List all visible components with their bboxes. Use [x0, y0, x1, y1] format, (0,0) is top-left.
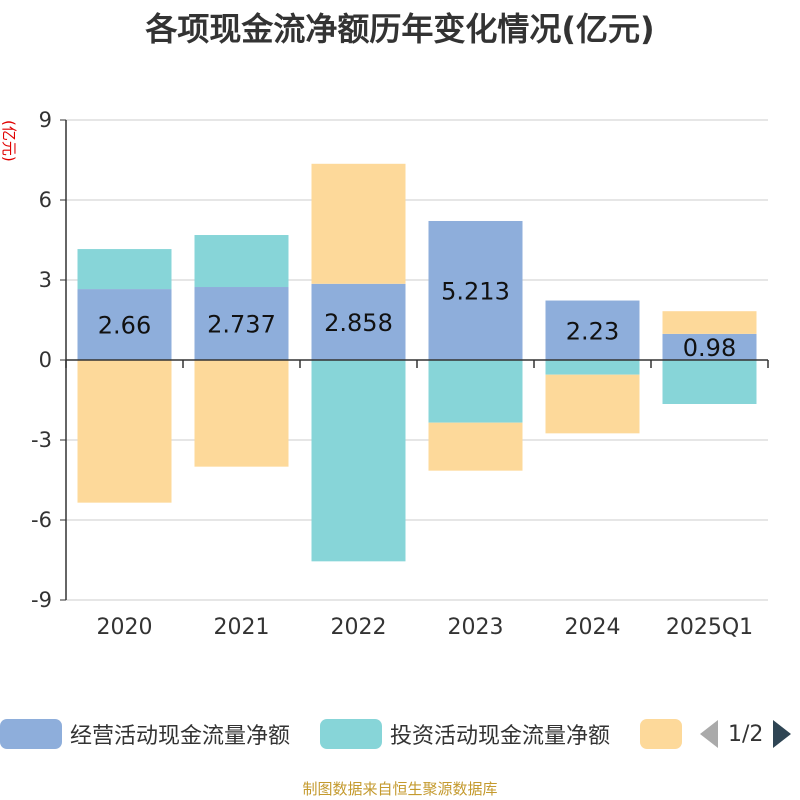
y-tick-label: 6	[39, 188, 52, 212]
bar-segment	[428, 220, 523, 360]
bar-segment	[77, 249, 172, 290]
bar-segment	[545, 374, 640, 434]
bar-segment	[194, 360, 289, 467]
data-label: 2.23	[566, 317, 619, 345]
y-tick-label: -3	[31, 428, 52, 452]
x-tick-label: 2024	[565, 615, 621, 640]
legend-swatch-investing	[320, 719, 382, 749]
bar-segment	[428, 360, 523, 423]
data-label: 0.98	[683, 334, 736, 362]
bar-segment	[194, 287, 289, 360]
x-tick-label: 2023	[448, 615, 504, 640]
data-label: 5.213	[441, 277, 510, 305]
y-tick-label: 9	[39, 108, 52, 132]
bar-segment	[545, 300, 640, 360]
legend-page-indicator: 1/2	[728, 721, 764, 747]
x-tick-label: 2025Q1	[666, 615, 753, 640]
y-axis-label: (亿元)	[0, 120, 18, 162]
legend-item-investing[interactable]: 投资活动现金流量净额	[320, 716, 610, 752]
data-label: 2.66	[98, 312, 151, 340]
legend-label-investing: 投资活动现金流量净额	[390, 724, 611, 749]
legend-swatch-third	[640, 719, 682, 749]
legend-item-third[interactable]	[640, 716, 682, 752]
bar-segment	[194, 235, 289, 288]
y-tick-label: 0	[39, 348, 52, 372]
bar-segment	[311, 283, 406, 360]
y-tick-label: 3	[39, 268, 52, 292]
legend: 经营活动现金流量净额 投资活动现金流量净额	[0, 716, 800, 752]
bar-segment	[311, 360, 406, 562]
legend-pager: 1/2	[700, 716, 792, 752]
bar-segment	[545, 360, 640, 375]
x-tick-label: 2021	[214, 615, 270, 640]
bars	[77, 163, 757, 562]
bar-segment	[311, 163, 406, 284]
bar-segment	[428, 422, 523, 471]
bar-segment	[662, 311, 757, 334]
y-tick-label: -6	[31, 508, 52, 532]
bar-segment	[662, 333, 757, 360]
legend-next-arrow-icon[interactable]	[773, 720, 792, 748]
x-tick-label: 2020	[97, 615, 153, 640]
axes: 9 6 3 0 -3 -6 -9 2020 2021 2022 2023 2024 2025Q1	[31, 108, 769, 640]
data-label: 2.858	[324, 309, 393, 337]
chart-title: 各项现金流净额历年变化情况(亿元)	[145, 10, 655, 48]
source-note: 制图数据来自恒生聚源数据库	[302, 780, 498, 798]
legend-item-operating[interactable]: 经营活动现金流量净额	[0, 716, 290, 752]
bar-segment	[77, 360, 172, 503]
bar-segment	[662, 360, 757, 404]
legend-label-operating: 经营活动现金流量净额	[70, 724, 291, 749]
legend-prev-arrow-icon[interactable]	[700, 720, 718, 748]
bar-segment	[77, 289, 172, 360]
data-labels: 2.66 2.737 2.858 5.213 2.23 0.98	[98, 277, 736, 361]
x-tick-label: 2022	[331, 615, 387, 640]
legend-swatch-operating	[0, 719, 62, 749]
y-tick-label: -9	[31, 588, 52, 612]
data-label: 2.737	[207, 311, 276, 339]
